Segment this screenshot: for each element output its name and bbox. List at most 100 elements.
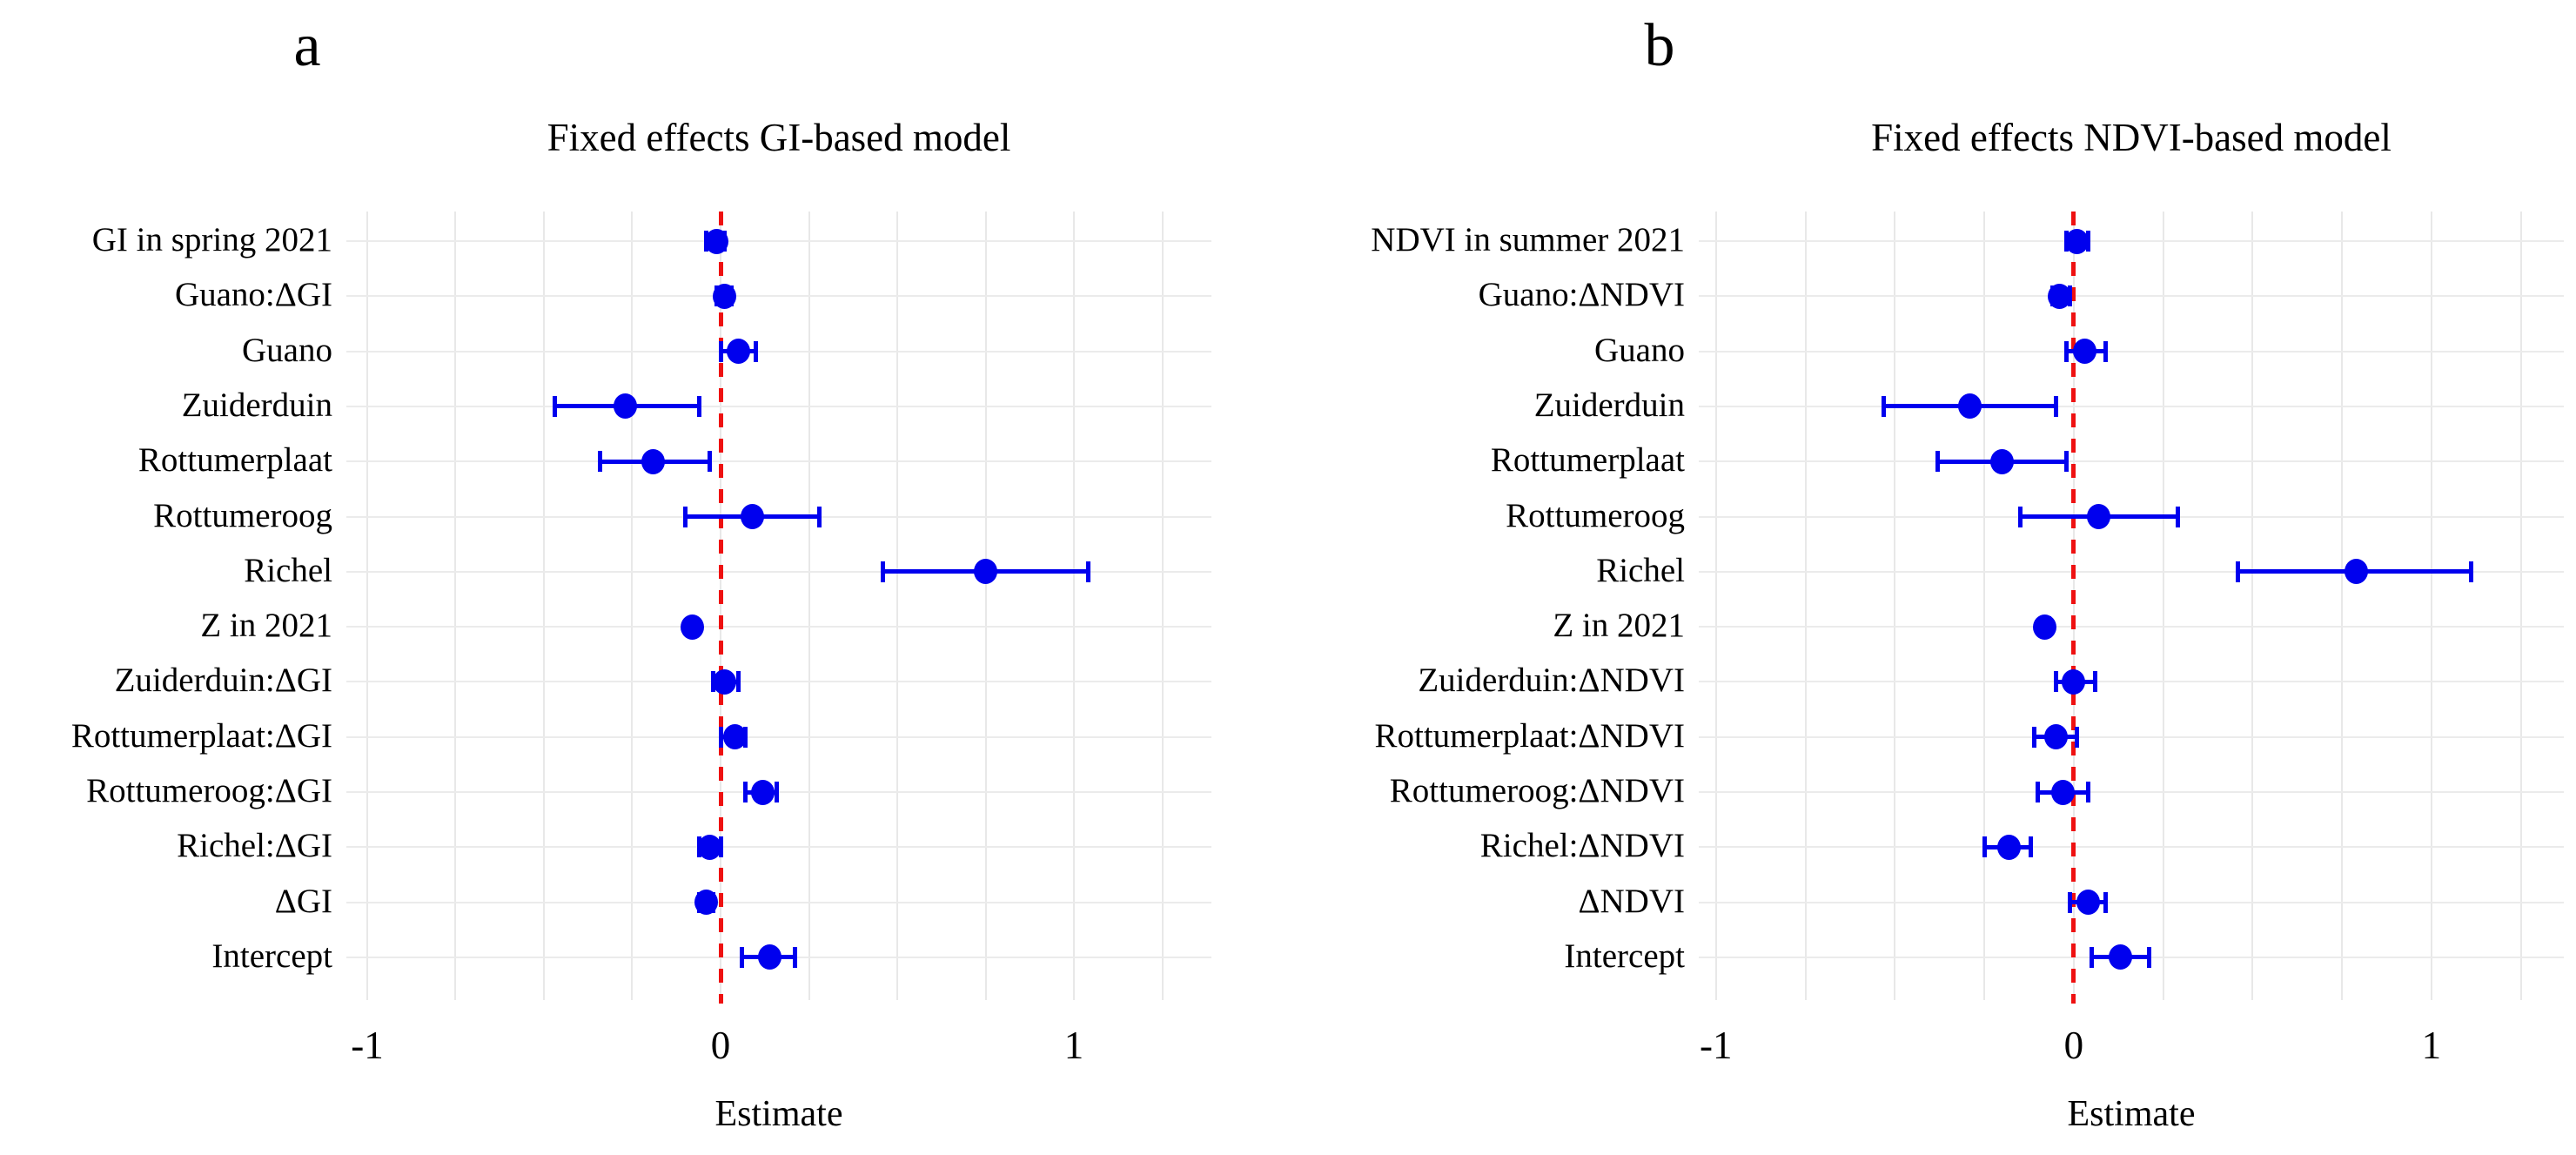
x-axis-label-a: Estimate bbox=[714, 1094, 843, 1134]
grid-line-vertical bbox=[1983, 212, 1986, 1000]
y-axis-label: ΔNDVI bbox=[1578, 882, 1685, 920]
grid-line-horizontal bbox=[346, 626, 1211, 628]
grid-line-vertical bbox=[808, 212, 810, 1000]
grid-line-vertical bbox=[1073, 212, 1076, 1000]
data-point bbox=[726, 339, 750, 365]
error-bar-cap-left bbox=[2068, 891, 2073, 913]
x-tick-label: 0 bbox=[710, 1024, 731, 1067]
error-bar-cap-left bbox=[2036, 782, 2041, 802]
error-bar-cap-right bbox=[708, 451, 713, 473]
grid-line-horizontal bbox=[1699, 791, 2564, 793]
error-bar-cap-left bbox=[682, 506, 688, 527]
y-axis-label: NDVI in summer 2021 bbox=[1371, 221, 1685, 259]
grid-line-horizontal bbox=[1699, 681, 2564, 683]
error-bar-cap-left bbox=[2053, 671, 2058, 693]
error-bar-cap-left bbox=[2064, 340, 2070, 362]
error-bar-cap-left bbox=[1935, 451, 1941, 473]
grid-line-horizontal bbox=[1699, 626, 2564, 628]
grid-line-horizontal bbox=[346, 901, 1211, 903]
y-axis-label: Zuiderduin:ΔGI bbox=[114, 661, 332, 700]
y-axis-label: Zuiderduin:ΔNDVI bbox=[1418, 661, 1685, 700]
error-bar-cap-left bbox=[739, 946, 744, 968]
data-point bbox=[641, 448, 666, 474]
y-axis-label: Zuiderduin bbox=[181, 386, 332, 424]
y-axis-label: Zuiderduin bbox=[1533, 386, 1685, 424]
y-axis-label: Richel:ΔGI bbox=[177, 827, 332, 865]
error-bar-cap-right bbox=[2103, 340, 2109, 362]
y-axis-label: Intercept bbox=[211, 937, 332, 975]
error-bar-cap-right bbox=[697, 395, 702, 417]
error-bar-cap-left bbox=[2236, 561, 2241, 582]
grid-line-horizontal bbox=[1699, 735, 2564, 738]
error-bar-cap-right bbox=[2053, 395, 2058, 417]
grid-line-vertical bbox=[454, 212, 457, 1000]
panel-letter-a: a bbox=[293, 12, 321, 79]
x-tick-label: 1 bbox=[1063, 1024, 1084, 1067]
grid-line-vertical bbox=[366, 212, 368, 1000]
grid-line-horizontal bbox=[346, 350, 1211, 353]
error-bar-cap-left bbox=[742, 782, 748, 802]
y-axis-label: Richel bbox=[1596, 551, 1685, 589]
y-axis-label: Rottumeroog bbox=[1506, 496, 1685, 534]
error-bar-cap-right bbox=[2103, 891, 2109, 913]
zero-reference-line bbox=[718, 212, 723, 1004]
error-bar-cap-right bbox=[754, 340, 759, 362]
y-axis-label: Rottumerplaat bbox=[1490, 441, 1685, 480]
error-bar-cap-right bbox=[2092, 671, 2097, 693]
grid-line-horizontal bbox=[1699, 240, 2564, 242]
x-tick-label: -1 bbox=[1699, 1024, 1733, 1067]
data-point bbox=[722, 724, 747, 750]
plot-area-b bbox=[1699, 212, 2564, 1024]
data-point bbox=[2033, 614, 2057, 640]
x-axis-label-b: Estimate bbox=[2067, 1094, 2196, 1134]
grid-line-horizontal bbox=[346, 460, 1211, 463]
grid-line-vertical bbox=[2341, 212, 2344, 1000]
data-point bbox=[613, 393, 637, 420]
grid-line-vertical bbox=[984, 212, 987, 1000]
y-axis-label: Richel bbox=[244, 551, 332, 589]
y-axis-label: Rottumeroog:ΔNDVI bbox=[1389, 772, 1685, 809]
data-point bbox=[705, 228, 729, 254]
y-axis-label: Rottumerplaat:ΔGI bbox=[70, 716, 332, 755]
grid-line-horizontal bbox=[1699, 460, 2564, 463]
data-point bbox=[694, 890, 719, 916]
plot-area-a bbox=[346, 212, 1211, 1024]
error-bar-cap-left bbox=[1882, 395, 1887, 417]
data-point bbox=[2062, 668, 2086, 695]
data-point bbox=[741, 504, 765, 529]
grid-line-horizontal bbox=[346, 735, 1211, 738]
zero-reference-line bbox=[2071, 212, 2076, 1004]
error-bar-cap-right bbox=[2146, 946, 2151, 968]
data-point bbox=[2043, 724, 2068, 750]
grid-line-horizontal bbox=[346, 570, 1211, 573]
grid-line-horizontal bbox=[346, 405, 1211, 407]
chart-title-b: Fixed effects NDVI-based model bbox=[1871, 116, 2392, 159]
panel-letter-b: b bbox=[1644, 12, 1675, 79]
error-bar-cap-right bbox=[775, 782, 780, 802]
y-axis-label: ΔGI bbox=[274, 882, 332, 920]
data-point bbox=[2050, 779, 2075, 805]
y-axis-label: Guano:ΔGI bbox=[174, 276, 332, 314]
y-axis-label: Z in 2021 bbox=[200, 607, 332, 645]
data-point bbox=[2087, 504, 2111, 529]
grid-line-vertical bbox=[631, 212, 634, 1000]
data-point bbox=[1958, 393, 1982, 420]
data-point bbox=[751, 779, 775, 805]
y-axis-label: Rottumeroog:ΔGI bbox=[86, 772, 332, 809]
error-bar-cap-left bbox=[881, 561, 886, 582]
grid-line-vertical bbox=[2162, 212, 2164, 1000]
data-point bbox=[974, 559, 998, 585]
y-axis-label: Rottumerplaat bbox=[138, 441, 332, 480]
grid-line-horizontal bbox=[346, 240, 1211, 242]
grid-line-horizontal bbox=[1699, 846, 2564, 849]
data-point bbox=[712, 668, 736, 695]
y-axis-label: Guano:ΔNDVI bbox=[1478, 276, 1685, 314]
data-point bbox=[2345, 559, 2369, 585]
error-bar-cap-left bbox=[718, 340, 723, 362]
data-point bbox=[2047, 283, 2071, 309]
grid-line-horizontal bbox=[346, 846, 1211, 849]
error-bar-cap-left bbox=[718, 726, 723, 748]
grid-line-horizontal bbox=[1699, 570, 2564, 573]
y-axis-label: Intercept bbox=[1564, 937, 1685, 975]
